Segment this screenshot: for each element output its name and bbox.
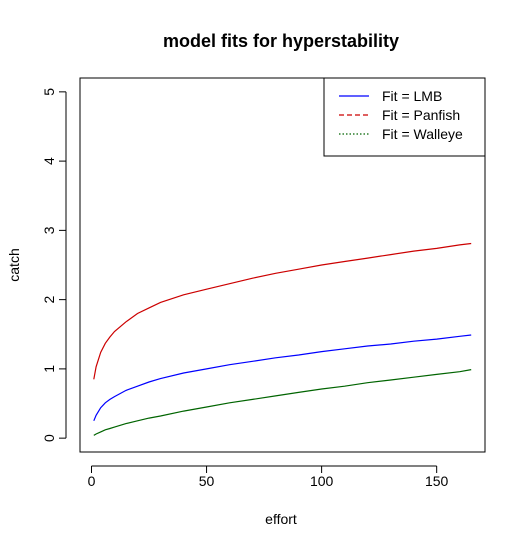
chart-title: model fits for hyperstability bbox=[163, 31, 399, 51]
plot-frame bbox=[79, 77, 486, 453]
legend-label: Fit = Walleye bbox=[382, 126, 463, 142]
y-axis-label: catch bbox=[6, 248, 22, 281]
y-tick-label: 0 bbox=[41, 434, 57, 442]
y-tick-label: 3 bbox=[41, 226, 57, 234]
x-tick-label: 100 bbox=[310, 473, 334, 489]
y-tick-label: 1 bbox=[41, 365, 57, 373]
y-tick-label: 5 bbox=[41, 88, 57, 96]
legend-label: Fit = LMB bbox=[382, 88, 442, 104]
legend: Fit = LMB Fit = Panfish Fit = Walleye bbox=[323, 77, 486, 157]
series-layer bbox=[93, 242, 472, 436]
legend-label: Fit = Panfish bbox=[382, 107, 460, 123]
y-tick-label: 4 bbox=[41, 157, 57, 165]
x-tick-label: 0 bbox=[88, 473, 96, 489]
y-tick-label: 2 bbox=[41, 296, 57, 304]
legend-box bbox=[323, 77, 486, 157]
series-line-1 bbox=[93, 334, 472, 422]
series-line-3 bbox=[93, 369, 472, 436]
x-tick-label: 150 bbox=[425, 473, 449, 489]
x-axis-label: effort bbox=[265, 511, 297, 527]
x-tick-label: 50 bbox=[199, 473, 215, 489]
series-line-2 bbox=[93, 242, 472, 380]
x-axis: 0 50 100 150 bbox=[88, 465, 449, 489]
y-axis: 0 1 2 3 4 5 bbox=[41, 88, 67, 442]
